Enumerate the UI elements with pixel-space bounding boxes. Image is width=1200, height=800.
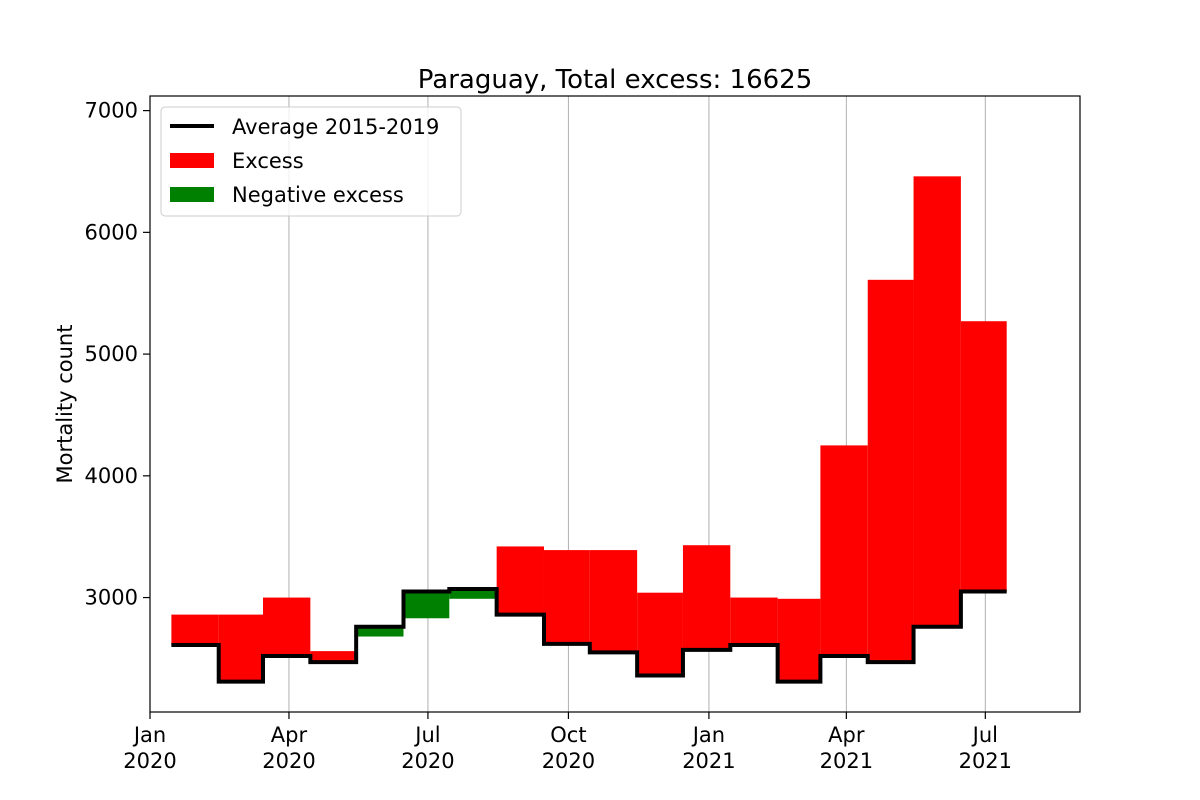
y-axis: 3000 4000 5000 6000 7000 bbox=[85, 99, 150, 610]
excess-bar bbox=[310, 651, 357, 663]
excess-bar bbox=[913, 176, 961, 627]
x-tick-label-month: Apr bbox=[271, 723, 308, 747]
x-tick-label-month: Jul bbox=[413, 723, 440, 747]
excess-bar bbox=[637, 592, 683, 676]
legend-negative-label: Negative excess bbox=[232, 183, 404, 207]
legend-excess-swatch bbox=[170, 153, 214, 168]
negative-excess-bar bbox=[356, 626, 404, 637]
negative-excess-bar bbox=[403, 591, 450, 619]
x-tick-label-month: Jan bbox=[132, 723, 166, 747]
excess-bar bbox=[730, 597, 778, 646]
legend-excess-label: Excess bbox=[232, 149, 304, 173]
excess-bar bbox=[682, 545, 731, 650]
legend-negative-swatch bbox=[170, 187, 214, 202]
y-tick-label: 7000 bbox=[85, 99, 138, 123]
x-tick-label-year: 2020 bbox=[262, 749, 315, 773]
x-tick-label-year: 2020 bbox=[123, 749, 176, 773]
excess-bar bbox=[171, 614, 219, 646]
x-tick-label-month: Jan bbox=[691, 723, 725, 747]
excess-bar bbox=[777, 598, 821, 682]
legend-average-label: Average 2015-2019 bbox=[232, 115, 439, 139]
x-tick-label-year: 2021 bbox=[959, 749, 1012, 773]
x-tick-label-year: 2021 bbox=[820, 749, 873, 773]
excess-bar bbox=[589, 550, 638, 653]
x-tick-label-year: 2020 bbox=[542, 749, 595, 773]
excess-bar bbox=[960, 321, 1007, 592]
negative-excess-bar bbox=[449, 589, 497, 599]
excess-bar bbox=[263, 597, 311, 656]
y-axis-label: Mortality count bbox=[53, 325, 77, 484]
excess-bar bbox=[867, 279, 914, 663]
y-tick-label: 5000 bbox=[85, 342, 138, 366]
y-tick-label: 6000 bbox=[85, 220, 138, 244]
legend: Average 2015-2019 Excess Negative excess bbox=[160, 106, 462, 217]
chart-title: Paraguay, Total excess: 16625 bbox=[418, 65, 812, 95]
x-tick-label-month: Apr bbox=[828, 723, 865, 747]
average-line-group bbox=[171, 587, 1007, 684]
plot-frame bbox=[149, 95, 1081, 713]
excess-bar bbox=[543, 550, 590, 644]
average-line bbox=[171, 587, 1007, 684]
y-tick-label: 4000 bbox=[85, 464, 138, 488]
x-tick-label-year: 2020 bbox=[401, 749, 454, 773]
x-tick-label-month: Jul bbox=[971, 723, 998, 747]
x-axis: Jan2020Apr2020Jul2020Oct2020Jan2021Apr20… bbox=[123, 712, 1012, 773]
excess-bar bbox=[496, 546, 544, 615]
x-tick-label-year: 2021 bbox=[682, 749, 735, 773]
y-tick-label: 3000 bbox=[85, 586, 138, 610]
excess-bar bbox=[218, 614, 264, 682]
x-tick-label-month: Oct bbox=[550, 723, 586, 747]
fill-areas bbox=[171, 176, 1007, 682]
excess-bar bbox=[820, 445, 868, 656]
legend-frame bbox=[160, 106, 462, 217]
